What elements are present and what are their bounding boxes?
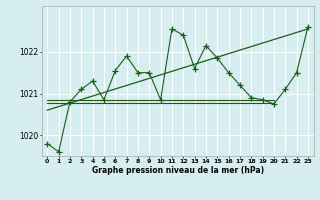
X-axis label: Graphe pression niveau de la mer (hPa): Graphe pression niveau de la mer (hPa) [92,166,264,175]
